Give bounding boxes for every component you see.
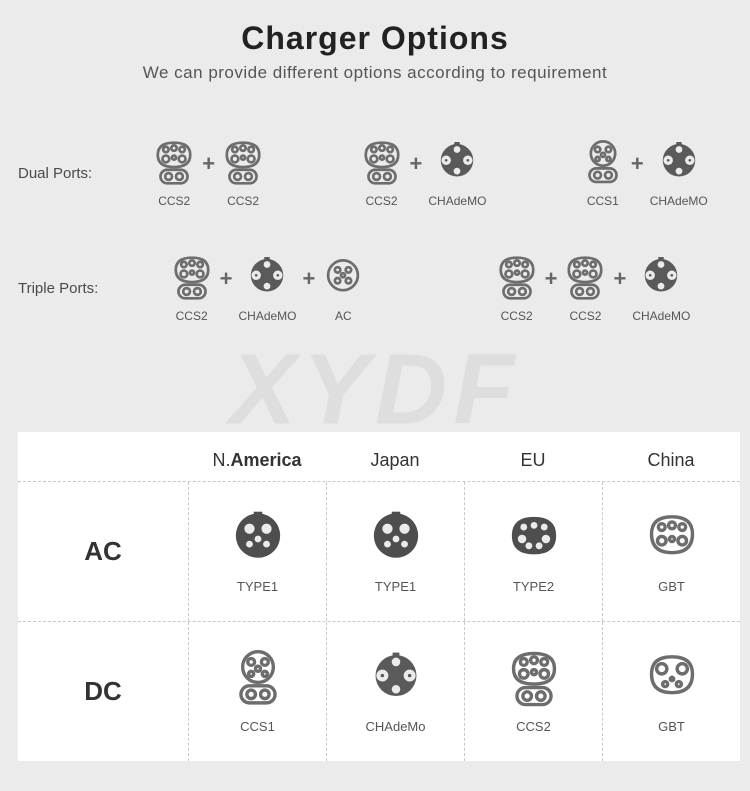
plus-symbol: + [631, 151, 644, 177]
chademo-icon [366, 649, 426, 709]
connector-label: TYPE2 [513, 579, 554, 594]
region-header: China [602, 450, 740, 471]
chademo-icon [245, 253, 289, 303]
connector-ccs2: CCS2 [170, 253, 214, 323]
page-title: Charger Options [0, 0, 750, 57]
plus-symbol: + [220, 266, 233, 292]
plus-symbol: + [410, 151, 423, 177]
region-cell-gbt_ac: GBT [602, 482, 740, 621]
connector-label: CCS2 [516, 719, 551, 734]
connector-label: CCS1 [240, 719, 275, 734]
connector-ac: AC [321, 253, 365, 323]
connector-label: CCS2 [501, 309, 533, 323]
region-row-head: AC [18, 536, 188, 567]
port-combos: CCS2 + CCS2 CCS2 + CHAdeMO CCS1 + CHAdeMO [110, 138, 750, 208]
connector-chademo: CHAdeMO [632, 253, 690, 323]
port-combo: CCS2 + CCS2 + CHAdeMO [495, 253, 691, 323]
connector-chademo: CHAdeMO [428, 138, 486, 208]
ccs2-icon [360, 138, 404, 188]
region-table-row: DC CCS1 CHAdeMo CCS2 GBT [18, 621, 740, 761]
ccs2-icon [170, 253, 214, 303]
region-table-header: N.AmericaJapanEUChina [18, 432, 740, 481]
plus-symbol: + [545, 266, 558, 292]
plus-symbol: + [202, 151, 215, 177]
connector-label: CCS2 [366, 194, 398, 208]
chademo-icon [657, 138, 701, 188]
port-row: Triple Ports: CCS2 + CHAdeMO + AC CCS2 + CCS2 + CH… [0, 253, 750, 323]
region-cell-ccs1: CCS1 [188, 622, 326, 761]
region-cell-type1: TYPE1 [188, 482, 326, 621]
gbt_ac-icon [642, 509, 702, 569]
watermark-text: XYDF [230, 333, 521, 448]
connector-label: CHAdeMO [632, 309, 690, 323]
region-header: EU [464, 450, 602, 471]
region-cell-ccs2: CCS2 [464, 622, 602, 761]
ccs1-icon [228, 649, 288, 709]
connector-chademo: CHAdeMO [650, 138, 708, 208]
chademo-icon [435, 138, 479, 188]
connector-label: CCS2 [158, 194, 190, 208]
connector-label: TYPE1 [237, 579, 278, 594]
connector-ccs2: CCS2 [495, 253, 539, 323]
connector-ccs2: CCS2 [152, 138, 196, 208]
connector-label: CHAdeMO [428, 194, 486, 208]
connector-label: CHAdeMo [366, 719, 426, 734]
ccs2-icon [221, 138, 265, 188]
ccs1-icon [581, 138, 625, 188]
region-header: N.America [188, 450, 326, 471]
type2-icon [504, 509, 564, 569]
ccs2-icon [563, 253, 607, 303]
port-combo: CCS2 + CCS2 [152, 138, 265, 208]
port-combo: CCS1 + CHAdeMO [581, 138, 708, 208]
region-table-row: AC TYPE1 TYPE1 TYPE2 GBT [18, 481, 740, 621]
region-cell-gbt_dc: GBT [602, 622, 740, 761]
type1-icon [228, 509, 288, 569]
ac-icon [321, 253, 365, 303]
region-cell-chademo: CHAdeMo [326, 622, 464, 761]
region-cell-type1: TYPE1 [326, 482, 464, 621]
connector-label: CCS2 [227, 194, 259, 208]
ccs2-icon [152, 138, 196, 188]
connector-label: CHAdeMO [650, 194, 708, 208]
ports-section: Dual Ports: CCS2 + CCS2 CCS2 + CHAdeMO CCS1 + CHA… [0, 138, 750, 323]
connector-label: CCS1 [587, 194, 619, 208]
port-row: Dual Ports: CCS2 + CCS2 CCS2 + CHAdeMO CCS1 + CHA… [0, 138, 750, 208]
plus-symbol: + [303, 266, 316, 292]
connector-ccs2: CCS2 [563, 253, 607, 323]
connector-ccs1: CCS1 [581, 138, 625, 208]
connector-label: TYPE1 [375, 579, 416, 594]
connector-ccs2: CCS2 [221, 138, 265, 208]
gbt_dc-icon [642, 649, 702, 709]
type1-icon [366, 509, 426, 569]
region-cell-type2: TYPE2 [464, 482, 602, 621]
region-table: N.AmericaJapanEUChina AC TYPE1 TYPE1 TYPE2 GB… [18, 432, 740, 761]
page-subtitle: We can provide different options accordi… [0, 63, 750, 83]
region-header: Japan [326, 450, 464, 471]
connector-ccs2: CCS2 [360, 138, 404, 208]
port-row-label: Triple Ports: [0, 280, 110, 297]
ccs2-icon [495, 253, 539, 303]
port-combo: CCS2 + CHAdeMO [360, 138, 487, 208]
blank-cell [18, 450, 188, 471]
connector-label: CCS2 [569, 309, 601, 323]
connector-chademo: CHAdeMO [238, 253, 296, 323]
connector-label: CHAdeMO [238, 309, 296, 323]
connector-label: GBT [658, 719, 685, 734]
ccs2-icon [504, 649, 564, 709]
connector-label: AC [335, 309, 352, 323]
connector-label: CCS2 [176, 309, 208, 323]
port-row-label: Dual Ports: [0, 165, 110, 182]
port-combos: CCS2 + CHAdeMO + AC CCS2 + CCS2 + CHAdeMO [110, 253, 750, 323]
port-combo: CCS2 + CHAdeMO + AC [170, 253, 366, 323]
chademo-icon [639, 253, 683, 303]
connector-label: GBT [658, 579, 685, 594]
region-row-head: DC [18, 676, 188, 707]
plus-symbol: + [613, 266, 626, 292]
